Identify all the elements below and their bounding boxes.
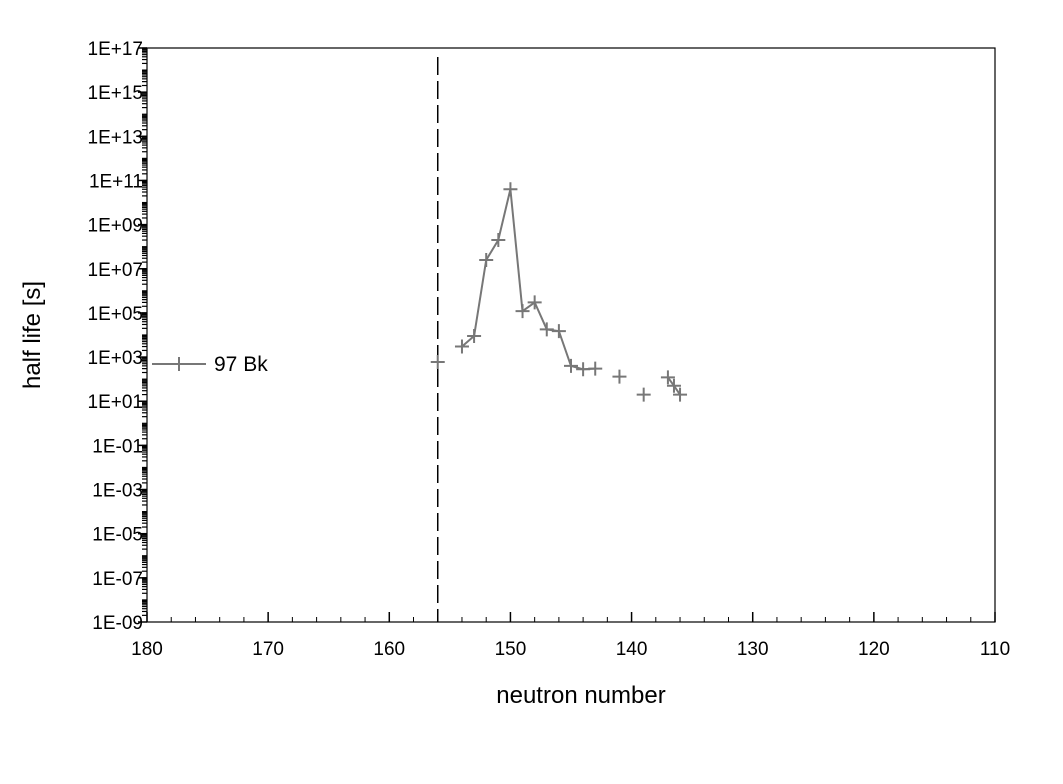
data-point-marker bbox=[491, 233, 506, 248]
y-tick-label: 1E+09 bbox=[88, 216, 143, 237]
data-point-marker bbox=[527, 295, 542, 310]
data-point-marker bbox=[467, 329, 482, 344]
series-line-segment bbox=[461, 188, 596, 371]
y-tick-label: 1E-01 bbox=[92, 436, 143, 457]
data-point-marker bbox=[564, 358, 578, 373]
data-point-marker bbox=[588, 361, 603, 376]
x-tick-label: 160 bbox=[373, 639, 405, 660]
y-tick-label: 1E-05 bbox=[92, 525, 143, 546]
x-tick-label: 180 bbox=[131, 639, 163, 660]
y-tick-label: 1E+11 bbox=[89, 171, 143, 192]
y-tick-label: 1E+01 bbox=[88, 392, 143, 413]
x-axis-ticks: 180 170 160 150 140 130 120 110 bbox=[131, 612, 1010, 660]
x-tick-label: 110 bbox=[980, 639, 1010, 660]
y-tick-label: 1E-07 bbox=[92, 569, 143, 590]
x-tick-label: 130 bbox=[737, 639, 769, 660]
x-axis-title: neutron number bbox=[496, 682, 665, 709]
y-tick-label: 1E+13 bbox=[88, 127, 143, 148]
y-tick-label: 1E+17 bbox=[88, 39, 143, 60]
data-point-marker bbox=[479, 252, 494, 267]
data-point-marker bbox=[515, 304, 530, 319]
plot-area-frame bbox=[146, 47, 996, 623]
legend-plus-marker bbox=[172, 357, 186, 371]
data-point-marker bbox=[612, 369, 627, 384]
y-axis-ticks: 1E-09 1E-07 1E-05 1E-03 1E-01 1E+01 1E+03 1E+05… bbox=[88, 39, 147, 634]
data-point-marker bbox=[454, 339, 469, 354]
y-axis-title: half life [s] bbox=[19, 281, 46, 389]
legend-entry-label: 97 Bk bbox=[214, 353, 268, 376]
x-tick-label: 140 bbox=[616, 639, 648, 660]
y-tick-label: 1E-09 bbox=[92, 613, 143, 634]
data-point-marker bbox=[660, 370, 675, 385]
y-tick-label: 1E+05 bbox=[88, 304, 143, 325]
data-point-marker bbox=[430, 354, 445, 369]
legend: 97 Bk bbox=[152, 353, 268, 376]
x-tick-label: 170 bbox=[252, 639, 284, 660]
y-tick-label: 1E+07 bbox=[88, 260, 143, 281]
data-point-marker bbox=[503, 182, 518, 197]
data-point-marker bbox=[636, 387, 651, 402]
data-point-marker bbox=[551, 324, 566, 339]
series-markers bbox=[430, 182, 688, 402]
y-tick-label: 1E+15 bbox=[88, 83, 143, 104]
y-tick-label: 1E-03 bbox=[92, 481, 143, 502]
data-point-marker bbox=[539, 322, 554, 337]
x-tick-label: 150 bbox=[495, 639, 527, 660]
data-point-marker bbox=[666, 378, 681, 393]
data-point-marker bbox=[576, 362, 591, 377]
y-tick-label: 1E+03 bbox=[88, 348, 143, 369]
data-point-marker bbox=[673, 387, 688, 402]
x-tick-label: 120 bbox=[858, 639, 890, 660]
